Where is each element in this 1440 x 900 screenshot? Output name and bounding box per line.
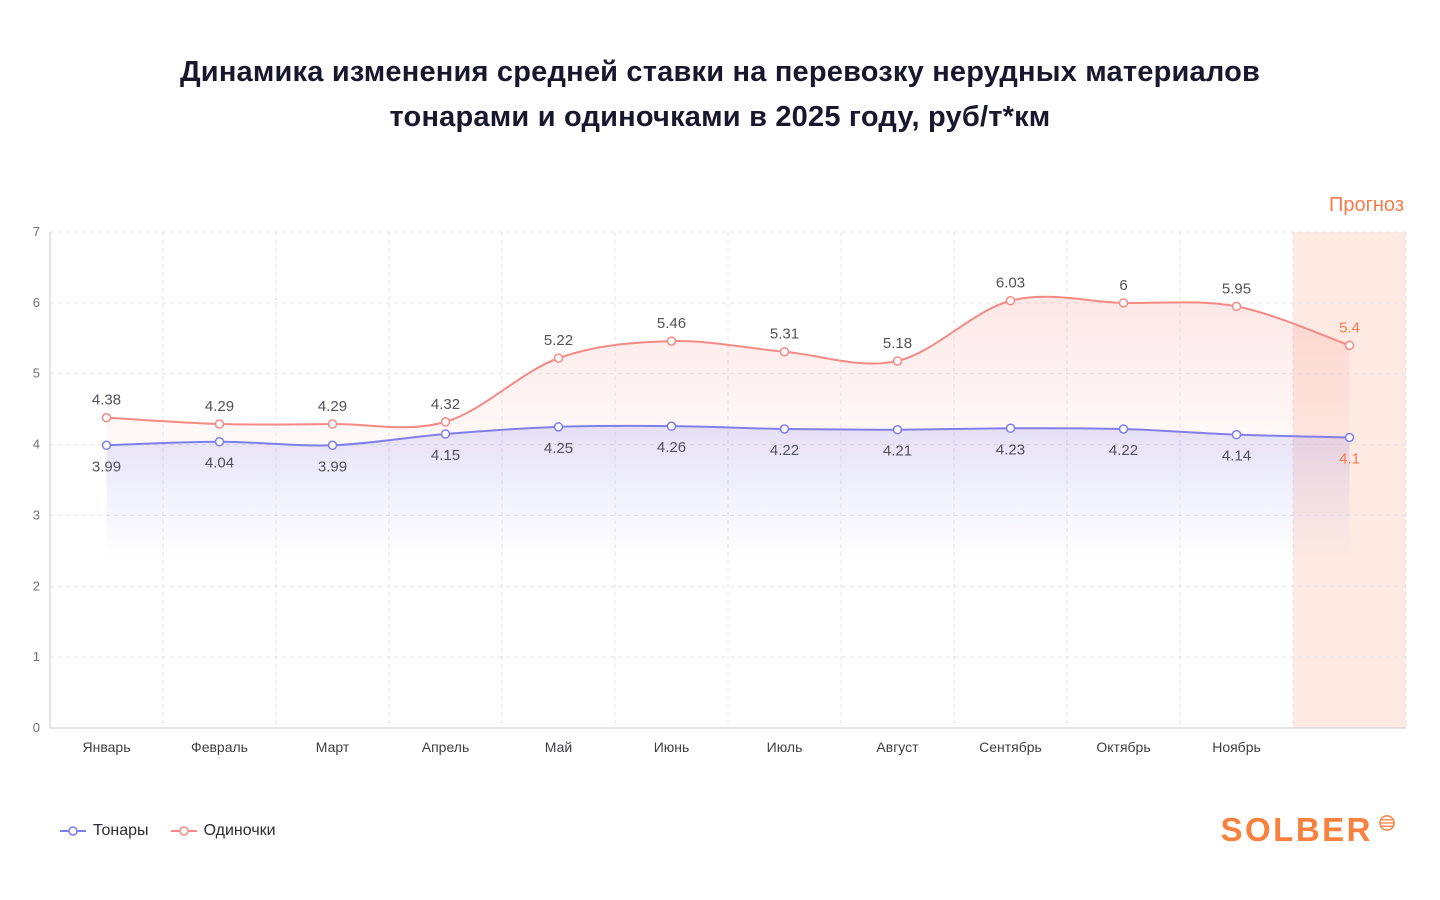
data-label: 4.22	[1109, 442, 1138, 459]
data-point-marker	[327, 419, 338, 429]
legend-item-tonary[interactable]: Тонары	[60, 822, 149, 840]
globe-icon	[1379, 815, 1395, 831]
x-axis-label: Январь	[83, 739, 131, 755]
x-axis-label: Февраль	[191, 739, 248, 755]
solber-logo: SOLBER	[1220, 812, 1396, 848]
data-label: 3.99	[318, 458, 347, 475]
data-label: 6.03	[996, 275, 1025, 292]
data-label: 5.22	[544, 332, 573, 349]
line-marker-icon	[60, 826, 86, 836]
data-label: 5.95	[1222, 280, 1251, 297]
data-label: 4.25	[544, 440, 573, 457]
x-axis-label: Март	[316, 739, 350, 755]
data-label: 4.29	[205, 398, 234, 415]
x-axis-label: Июль	[767, 739, 803, 755]
y-axis-tick-label: 4	[33, 437, 40, 452]
x-axis-label: Ноябрь	[1212, 739, 1261, 755]
data-label: 4.15	[431, 447, 460, 464]
series-area-odinochki	[106, 296, 1350, 728]
data-point-marker	[779, 346, 790, 357]
data-point-marker	[1005, 295, 1016, 306]
data-label: 4.23	[996, 441, 1025, 458]
y-axis-tick-label: 3	[33, 507, 40, 522]
y-axis-tick-label: 0	[33, 720, 40, 735]
data-point-marker	[214, 419, 225, 429]
data-point-marker	[892, 356, 903, 366]
x-axis-label: Октябрь	[1096, 739, 1150, 755]
data-point-marker	[666, 421, 677, 431]
data-point-marker	[1231, 301, 1242, 312]
chart-title: Динамика изменения средней ставки на пер…	[0, 50, 1440, 140]
data-point-marker	[1005, 423, 1016, 434]
data-point-marker	[214, 436, 225, 447]
series-line-odinochki	[106, 295, 1350, 429]
x-axis-label: Апрель	[422, 739, 470, 755]
x-axis-label: Июнь	[654, 739, 690, 755]
data-point-marker	[779, 424, 790, 434]
data-point-marker	[327, 440, 338, 451]
x-axis-label: Сентябрь	[979, 739, 1042, 755]
data-point-marker	[440, 417, 451, 427]
chart-legend: Тонары Одиночки	[60, 822, 276, 840]
data-point-marker	[1118, 424, 1129, 434]
data-point-marker	[1231, 429, 1242, 440]
legend-label-odinochki: Одиночки	[203, 822, 276, 839]
data-label: 4.38	[92, 392, 121, 409]
line-marker-icon	[170, 826, 197, 836]
data-label: 4.32	[431, 396, 460, 413]
data-point-marker	[1118, 298, 1129, 308]
y-axis-tick-label: 6	[33, 295, 40, 310]
data-label: 3.99	[92, 458, 121, 475]
data-label: 5.18	[883, 335, 912, 352]
forecast-label: Прогноз	[1328, 194, 1404, 216]
data-label: 4.14	[1222, 448, 1251, 465]
data-point-marker	[553, 422, 564, 432]
data-point-marker	[553, 353, 564, 363]
logo-text: SOLBER	[1220, 811, 1373, 848]
data-label: 4.21	[883, 443, 912, 460]
data-label: 5.46	[657, 315, 686, 332]
data-label: 5.31	[770, 326, 799, 343]
chart-title-line-1: Динамика изменения средней ставки на пер…	[179, 56, 1261, 88]
data-point-marker	[666, 336, 677, 346]
data-label: 4.04	[205, 455, 234, 472]
data-label: 4.1	[1339, 450, 1360, 467]
legend-item-odinochki[interactable]: Одиночки	[170, 822, 276, 840]
legend-label-tonary: Тонары	[93, 822, 149, 839]
y-axis-tick-label: 7	[33, 224, 40, 239]
y-axis-tick-label: 5	[33, 366, 40, 381]
data-label: 6	[1119, 277, 1127, 294]
y-axis-tick-label: 1	[33, 649, 40, 664]
data-label: 4.26	[657, 439, 686, 456]
data-point-marker	[101, 412, 112, 423]
line-chart: 0 1 2 3 4 5 6 7 Январь Февраль Март Апрель Май Июнь Ию…	[33, 224, 1407, 755]
data-point-marker	[1344, 340, 1355, 351]
data-point-marker	[101, 440, 112, 451]
chart-title-line-2: тонарами и одиночками в 2025 году, руб/т…	[389, 101, 1051, 133]
data-label: 5.4	[1339, 319, 1360, 336]
data-point-marker	[1344, 432, 1355, 443]
data-point-marker	[440, 429, 451, 439]
x-axis-label: Август	[876, 739, 919, 755]
x-axis-label: Май	[545, 739, 572, 755]
y-axis-tick-label: 2	[33, 578, 40, 593]
data-point-marker	[892, 424, 903, 435]
data-label: 4.29	[318, 398, 347, 415]
data-label: 4.22	[770, 442, 799, 459]
